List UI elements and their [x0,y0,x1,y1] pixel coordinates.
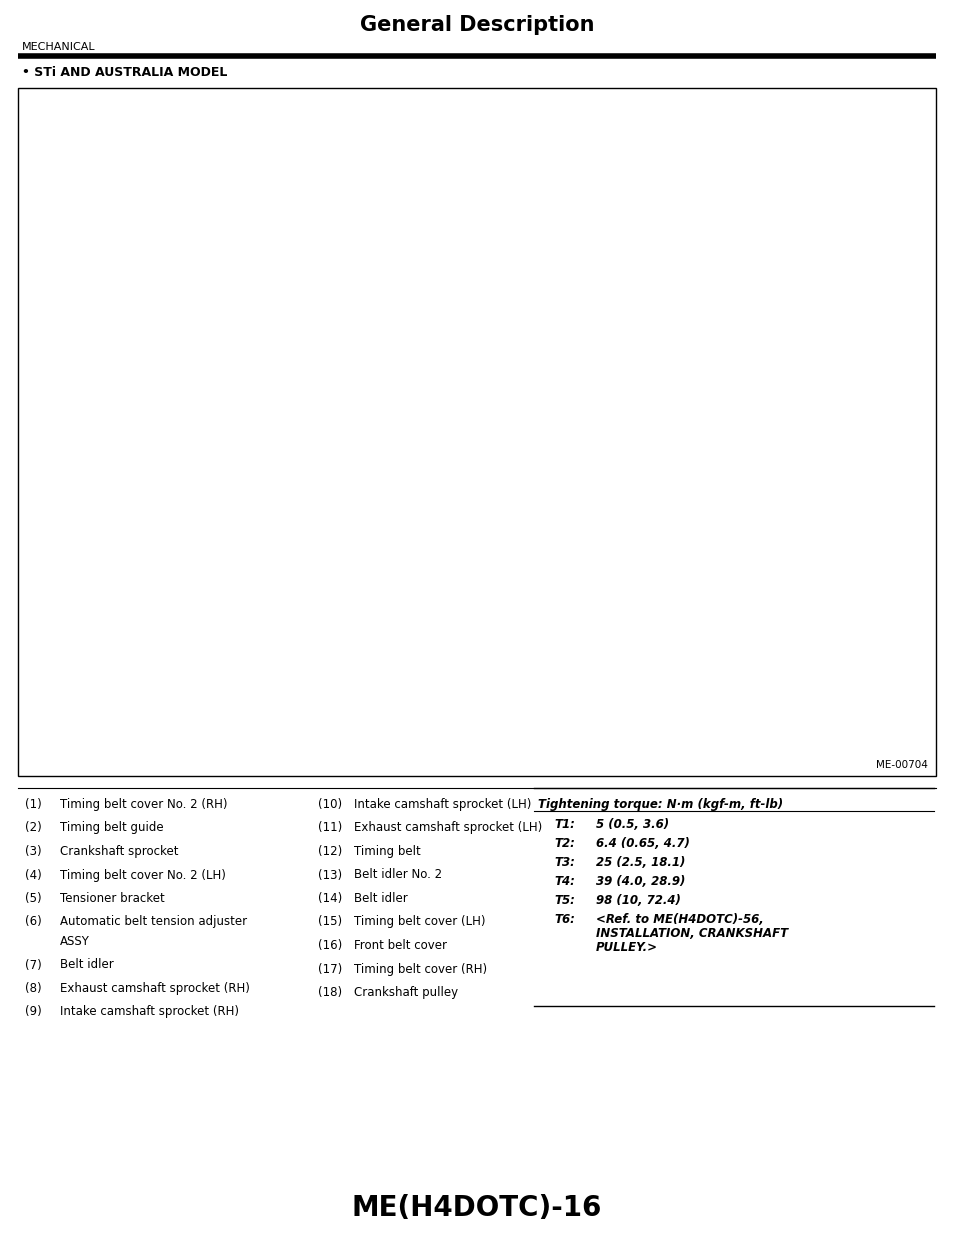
Text: Tensioner bracket: Tensioner bracket [60,892,165,905]
Text: T4:: T4: [554,876,575,888]
Text: 25 (2.5, 18.1): 25 (2.5, 18.1) [596,856,684,869]
Text: Timing belt cover No. 2 (RH): Timing belt cover No. 2 (RH) [60,798,227,811]
Text: 39 (4.0, 28.9): 39 (4.0, 28.9) [596,876,684,888]
Text: (9): (9) [25,1005,42,1019]
Text: Front belt cover: Front belt cover [354,939,447,952]
Text: Timing belt cover (LH): Timing belt cover (LH) [354,915,485,929]
Text: Timing belt guide: Timing belt guide [60,821,164,835]
Text: Timing belt cover (RH): Timing belt cover (RH) [354,962,487,976]
Text: (6): (6) [25,915,42,929]
Text: 98 (10, 72.4): 98 (10, 72.4) [596,894,680,906]
Text: Exhaust camshaft sprocket (RH): Exhaust camshaft sprocket (RH) [60,982,250,995]
Text: T3:: T3: [554,856,575,869]
Bar [18,88,935,776]
Text: <Ref. to ME(H4DOTC)-56,: <Ref. to ME(H4DOTC)-56, [596,913,763,926]
Text: Timing belt: Timing belt [354,845,420,858]
Text: INSTALLATION, CRANKSHAFT: INSTALLATION, CRANKSHAFT [596,927,787,940]
Text: Exhaust camshaft sprocket (LH): Exhaust camshaft sprocket (LH) [354,821,541,835]
Text: T1:: T1: [554,818,575,831]
Text: (1): (1) [25,798,42,811]
Text: Automatic belt tension adjuster: Automatic belt tension adjuster [60,915,247,929]
Text: (4): (4) [25,868,42,882]
Text: (12): (12) [317,845,342,858]
Text: Tightening torque: N·m (kgf-m, ft-lb): Tightening torque: N·m (kgf-m, ft-lb) [537,798,782,811]
Text: T5:: T5: [554,894,575,906]
Text: Crankshaft pulley: Crankshaft pulley [354,986,457,999]
Text: (13): (13) [317,868,342,882]
Text: Belt idler: Belt idler [60,958,113,972]
Text: (8): (8) [25,982,42,995]
Text: PULLEY.>: PULLEY.> [596,941,658,953]
Text: (10): (10) [317,798,342,811]
Text: (14): (14) [317,892,342,905]
Text: Intake camshaft sprocket (RH): Intake camshaft sprocket (RH) [60,1005,239,1019]
Text: 5 (0.5, 3.6): 5 (0.5, 3.6) [596,818,668,831]
Text: (17): (17) [317,962,342,976]
Text: Crankshaft sprocket: Crankshaft sprocket [60,845,178,858]
Text: ASSY: ASSY [60,935,90,948]
Text: (2): (2) [25,821,42,835]
Text: (5): (5) [25,892,42,905]
Text: General Description: General Description [359,15,594,35]
Text: T2:: T2: [554,837,575,850]
Text: 6.4 (0.65, 4.7): 6.4 (0.65, 4.7) [596,837,689,850]
Text: (3): (3) [25,845,42,858]
Text: ME-00704: ME-00704 [875,760,927,769]
Text: Intake camshaft sprocket (LH): Intake camshaft sprocket (LH) [354,798,531,811]
Text: Belt idler No. 2: Belt idler No. 2 [354,868,441,882]
Text: Belt idler: Belt idler [354,892,407,905]
Text: • STi AND AUSTRALIA MODEL: • STi AND AUSTRALIA MODEL [22,67,227,79]
Text: (15): (15) [317,915,342,929]
Text: (11): (11) [317,821,342,835]
Text: Timing belt cover No. 2 (LH): Timing belt cover No. 2 (LH) [60,868,226,882]
Text: (7): (7) [25,958,42,972]
Text: MECHANICAL: MECHANICAL [22,42,95,52]
Text: T6:: T6: [554,913,575,926]
Text: (18): (18) [317,986,342,999]
Text: (16): (16) [317,939,342,952]
Text: ME(H4DOTC)-16: ME(H4DOTC)-16 [352,1194,601,1221]
